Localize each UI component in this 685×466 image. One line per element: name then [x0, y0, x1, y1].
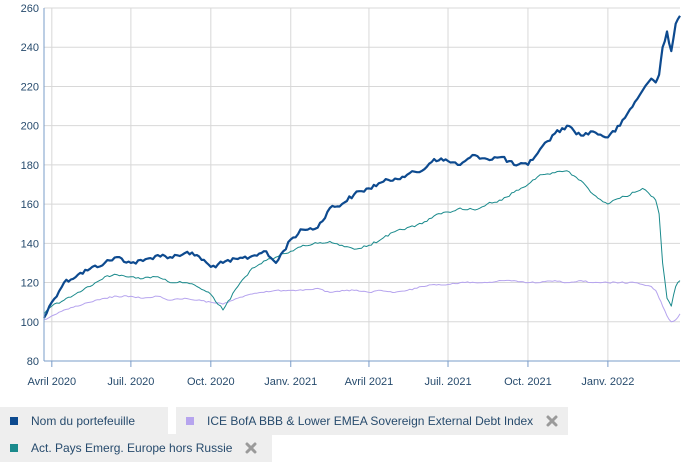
legend-label-ice-bofa-index: ICE BofA BBB & Lower EMEA Sovereign Exte… [207, 414, 534, 428]
x-tick-label: Oct. 2021 [504, 376, 552, 388]
close-icon[interactable] [244, 441, 258, 455]
x-tick-label: Juil. 2021 [424, 376, 471, 388]
y-tick-label: 240 [21, 42, 39, 54]
x-tick-label: Oct. 2020 [187, 376, 235, 388]
x-tick-label: Janv. 2021 [264, 376, 317, 388]
series-lines [43, 15, 681, 323]
x-tick-label: Avril 2021 [345, 376, 394, 388]
series-line-portfolio [43, 15, 681, 319]
series-line-ice-bofa-index [43, 279, 681, 323]
legend-label-emerging-europe: Act. Pays Emerg. Europe hors Russie [31, 441, 233, 455]
x-tick-label: Janv. 2022 [581, 376, 634, 388]
y-tick-label: 180 [21, 160, 39, 172]
series-line-emerging-europe [43, 170, 681, 315]
y-tick-label: 100 [21, 317, 39, 329]
legend-item-emerging-europe[interactable]: Act. Pays Emerg. Europe hors Russie [0, 434, 272, 462]
y-tick-label: 160 [21, 199, 39, 211]
y-tick-label: 80 [27, 356, 39, 368]
y-tick-label: 220 [21, 81, 39, 93]
chart-legend: Nom du portefeuille ICE BofA BBB & Lower… [0, 405, 685, 465]
legend-swatch-portfolio [10, 417, 18, 425]
legend-swatch-ice-bofa-index [186, 417, 194, 425]
line-chart: 80 100 120 140 160 180 200 220 240 260 Avril 2020 J… [21, 3, 681, 388]
x-tick-label: Avril 2020 [27, 376, 76, 388]
gridlines [44, 7, 680, 362]
legend-item-portfolio[interactable]: Nom du portefeuille [0, 407, 168, 435]
x-tick-label: Juil. 2020 [107, 376, 154, 388]
legend-label-portfolio: Nom du portefeuille [31, 414, 136, 428]
y-tick-label: 200 [21, 121, 39, 133]
legend-swatch-emerging-europe [10, 444, 18, 452]
y-tick-label: 120 [21, 278, 39, 290]
legend-item-ice-bofa-index[interactable]: ICE BofA BBB & Lower EMEA Sovereign Exte… [176, 407, 568, 435]
y-tick-label: 140 [21, 238, 39, 250]
axes: 80 100 120 140 160 180 200 220 240 260 Avril 2020 J… [21, 3, 680, 388]
y-tick-label: 260 [21, 3, 39, 15]
close-icon[interactable] [545, 414, 559, 428]
